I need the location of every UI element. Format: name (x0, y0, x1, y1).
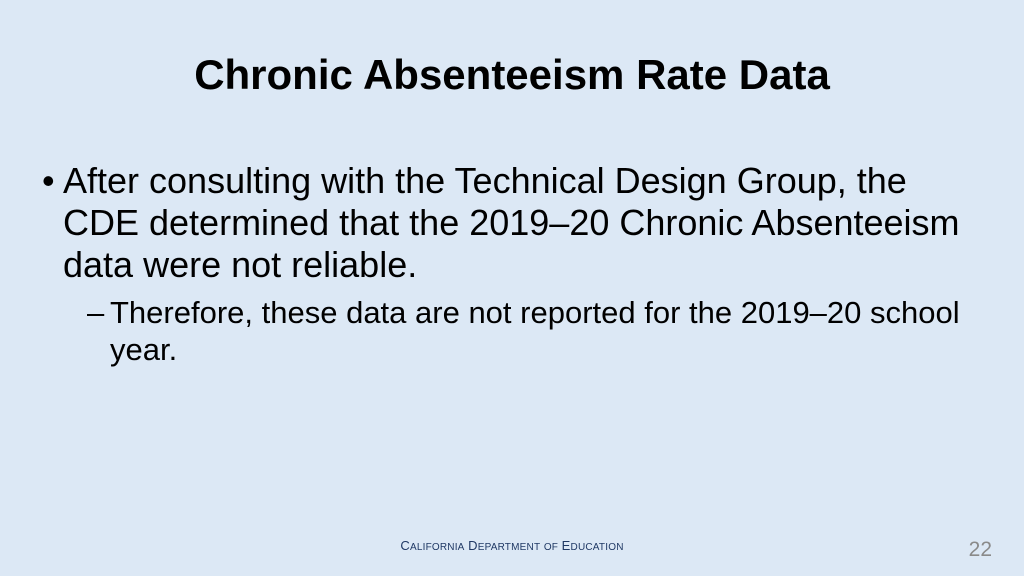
footer-word-department: Department (468, 538, 541, 553)
sub-bullet-marker: – (87, 295, 105, 330)
bullet-marker: • (42, 160, 55, 201)
footer-word-education: Education (561, 538, 624, 553)
footer-word-of: of (543, 542, 559, 553)
footer-word-california: California (400, 538, 465, 553)
sub-bullet-text: Therefore, these data are not reported f… (110, 295, 960, 367)
page-number: 22 (968, 538, 992, 561)
footer-organization: California Department of Education (0, 538, 1024, 556)
slide-title: Chronic Absenteeism Rate Data (194, 51, 830, 98)
bullet-item: • After consulting with the Technical De… (42, 160, 982, 286)
sub-bullet-item: – Therefore, these data are not reported… (87, 294, 982, 368)
bullet-text: After consulting with the Technical Desi… (63, 160, 960, 285)
slide-content: • After consulting with the Technical De… (42, 160, 982, 368)
